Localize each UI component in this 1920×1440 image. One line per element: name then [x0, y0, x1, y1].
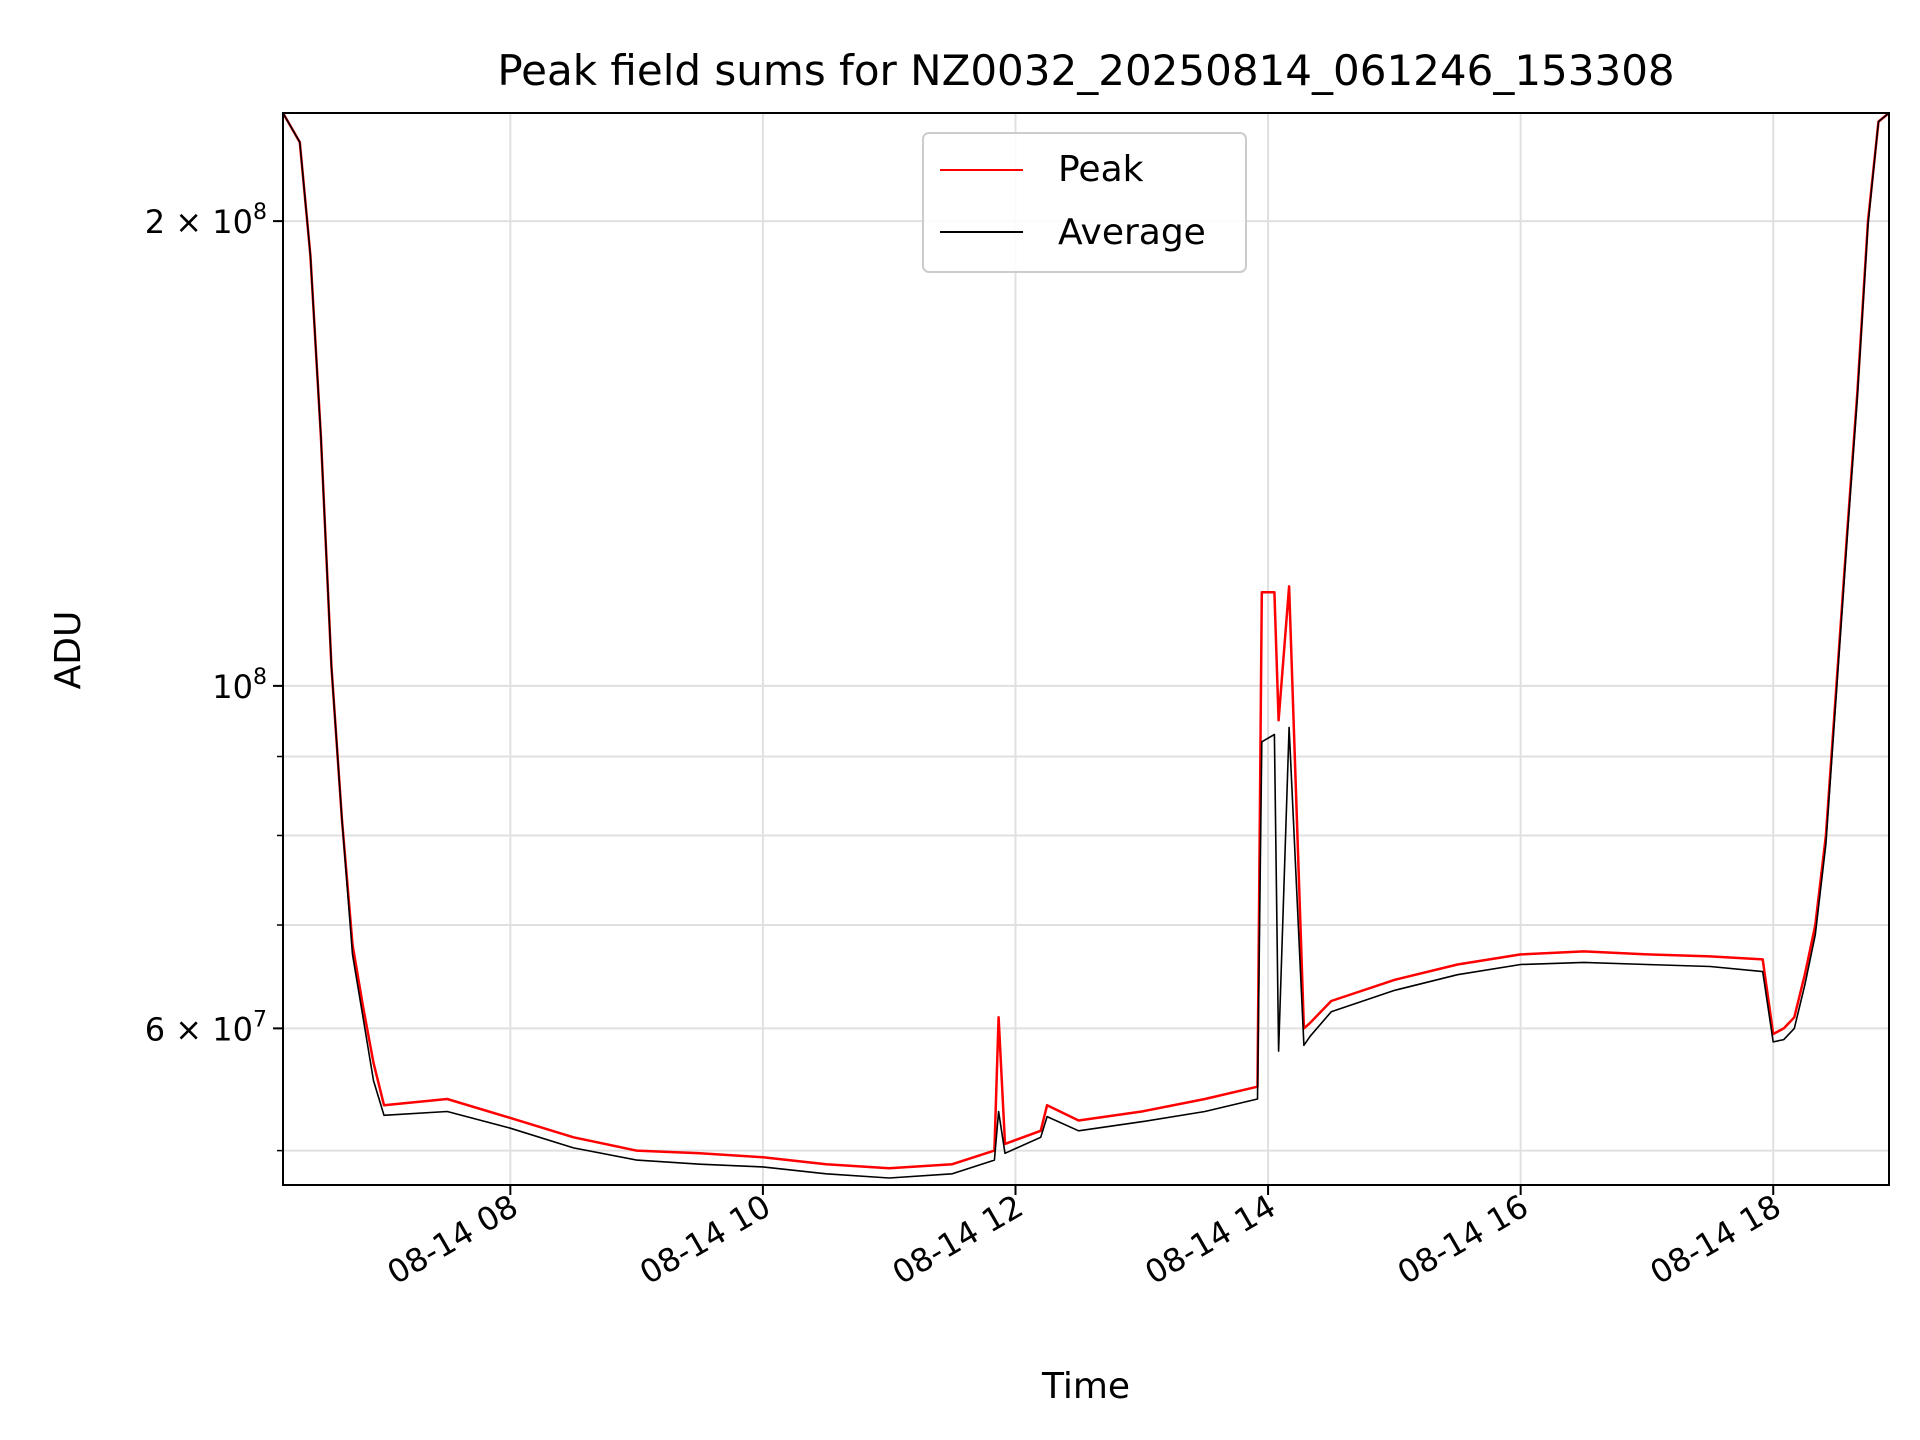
legend-box [922, 132, 1247, 273]
y-axis-label: ADU [48, 611, 89, 690]
y-tick-label: 108 [212, 665, 267, 706]
data-series [281, 112, 1890, 1179]
y-tick-label: 2 × 108 [145, 200, 267, 241]
grid-lines [283, 113, 1889, 1185]
x-axis-label: Time [1041, 1366, 1130, 1407]
legend-label-average: Average [1058, 212, 1206, 253]
series-line-average [282, 112, 1890, 1179]
y-tick-label: 6 × 107 [145, 1007, 267, 1048]
series-line-peak [281, 112, 1890, 1170]
chart-title: Peak field sums for NZ0032_20250814_0612… [497, 46, 1674, 95]
legend-label-peak: Peak [1058, 149, 1144, 190]
plot-area-frame [282, 112, 1890, 1186]
y-axis: 6 × 107 108 2 × 108 [145, 200, 283, 1152]
legend: Peak Average [922, 132, 1247, 273]
